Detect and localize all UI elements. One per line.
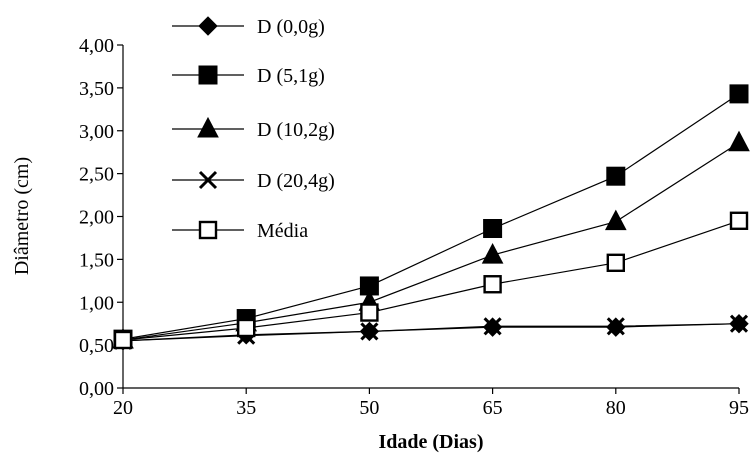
- legend-marker: [198, 170, 218, 190]
- series-2: [122, 93, 740, 340]
- series-4: [122, 323, 740, 342]
- data-point: [483, 219, 503, 239]
- series-line: [122, 142, 740, 341]
- data-point: [606, 166, 626, 186]
- data-point: [728, 130, 750, 152]
- y-ticks: 0,00 0,50 1,00 1,50 2,00 2,50 3,00 3,50 4,00: [79, 35, 123, 400]
- x-ticks: 20 35 50 65 80 95: [113, 388, 749, 419]
- series-line: [122, 323, 740, 342]
- legend-item: D (20,4g): [172, 170, 335, 192]
- legend-label: D (5,1g): [257, 65, 325, 87]
- y-tick-label: 1,50: [79, 249, 114, 271]
- data-point: [729, 84, 749, 104]
- legend-item: Média: [172, 220, 308, 242]
- legend-item: D (10,2g): [172, 116, 335, 141]
- legend-item: D (0,0g): [172, 16, 325, 38]
- data-point: [483, 317, 502, 336]
- y-tick-label: 2,50: [79, 164, 114, 186]
- legend-label: Média: [257, 220, 308, 242]
- x-tick-label: 95: [729, 397, 749, 419]
- legend-label: D (10,2g): [257, 119, 335, 141]
- data-point: [606, 317, 625, 336]
- legend-label: D (0,0g): [257, 16, 325, 38]
- y-tick-label: 3,50: [79, 78, 114, 100]
- x-tick-label: 65: [483, 397, 503, 419]
- data-point: [604, 209, 627, 231]
- series-markers-5: [113, 211, 749, 350]
- data-point: [729, 211, 749, 230]
- data-point: [606, 253, 625, 273]
- data-point: [360, 303, 379, 322]
- series-markers-3: [112, 130, 750, 349]
- legend-label: D (20,4g): [257, 170, 335, 192]
- series-1: [122, 323, 740, 342]
- series-markers-4: [113, 314, 749, 350]
- series-line: [122, 323, 740, 342]
- data-point: [483, 275, 502, 294]
- y-tick-label: 2,00: [79, 207, 114, 229]
- data-point: [481, 243, 504, 264]
- y-tick-label: 0,50: [79, 335, 114, 357]
- y-axis-title: Diâmetro (cm): [11, 157, 33, 275]
- series-layer: [112, 84, 750, 351]
- series-line: [122, 220, 740, 341]
- x-tick-label: 80: [606, 397, 626, 419]
- x-tick-label: 35: [236, 397, 256, 419]
- series-line: [122, 93, 740, 340]
- series-5: [122, 220, 740, 341]
- data-point: [360, 322, 379, 341]
- data-point: [113, 330, 133, 350]
- x-tick-label: 20: [113, 397, 133, 419]
- y-tick-label: 4,00: [79, 35, 114, 57]
- legend: D (0,0g) D (5,1g) D (10,2g) D (20,4g) Média: [172, 16, 335, 242]
- legend-marker: [198, 220, 218, 240]
- legend-marker: [197, 116, 219, 138]
- series-markers-1: [113, 313, 749, 351]
- x-axis-title: Idade (Dias): [378, 431, 483, 453]
- legend-item: D (5,1g): [172, 65, 325, 87]
- y-tick-label: 3,00: [79, 121, 114, 143]
- legend-marker: [198, 65, 218, 85]
- legend-marker: [198, 16, 218, 36]
- data-point: [729, 314, 749, 333]
- series-3: [122, 142, 740, 341]
- data-point: [236, 318, 256, 338]
- y-tick-label: 0,00: [79, 378, 114, 400]
- y-tick-label: 1,00: [79, 292, 114, 314]
- x-tick-label: 50: [359, 397, 379, 419]
